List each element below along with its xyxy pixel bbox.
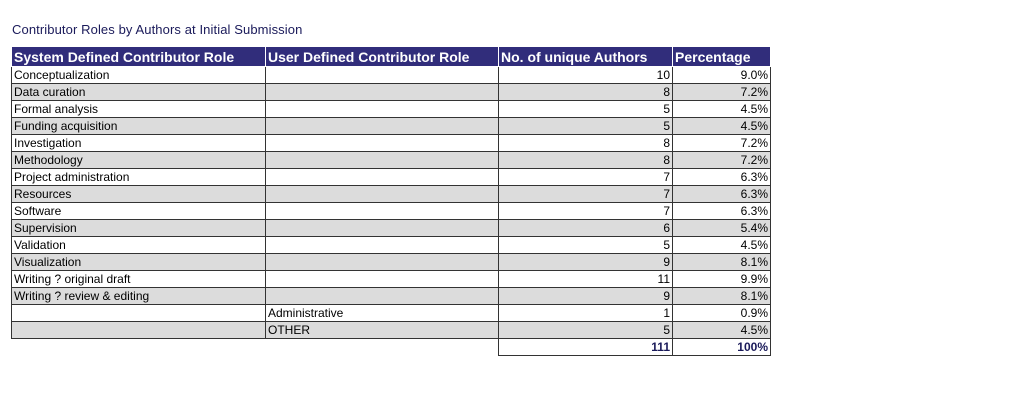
authors-cell: 7 (498, 185, 673, 203)
percentage-cell: 4.5% (672, 321, 771, 339)
authors-cell: 5 (498, 321, 673, 339)
authors-cell: 9 (498, 253, 673, 271)
table-row: Writing ? review & editing 9 8.1% (11, 287, 771, 305)
table-row: Data curation 8 7.2% (11, 83, 771, 101)
user-role-cell (265, 202, 499, 220)
system-role-cell: Software (11, 202, 266, 220)
system-role-cell: Validation (11, 236, 266, 254)
percentage-cell: 9.0% (672, 66, 771, 84)
system-role-cell: Investigation (11, 134, 266, 152)
header-unique-authors: No. of unique Authors (498, 46, 673, 67)
system-role-cell: Formal analysis (11, 100, 266, 118)
system-role-cell: Supervision (11, 219, 266, 237)
total-row: 111 100% (12, 338, 771, 356)
authors-cell: 5 (498, 117, 673, 135)
table-row: Resources 7 6.3% (11, 185, 771, 203)
table-row: Visualization 9 8.1% (11, 253, 771, 271)
authors-cell: 7 (498, 202, 673, 220)
percentage-cell: 4.5% (672, 236, 771, 254)
system-role-cell (11, 304, 266, 322)
table-row: Supervision 6 5.4% (11, 219, 771, 237)
system-role-cell: Writing ? review & editing (11, 287, 266, 305)
table-row: Conceptualization 10 9.0% (11, 66, 771, 84)
user-role-cell (265, 236, 499, 254)
table-row: Project administration 7 6.3% (11, 168, 771, 186)
system-role-cell (11, 321, 266, 339)
user-role-cell: Administrative (265, 304, 499, 322)
user-role-cell (265, 185, 499, 203)
system-role-cell: Resources (11, 185, 266, 203)
percentage-cell: 8.1% (672, 287, 771, 305)
system-role-cell: Data curation (11, 83, 266, 101)
user-role-cell (265, 66, 499, 84)
user-role-cell (265, 151, 499, 169)
authors-cell: 5 (498, 100, 673, 118)
contributor-roles-table: System Defined Contributor Role User Def… (11, 46, 771, 356)
system-role-cell: Funding acquisition (11, 117, 266, 135)
authors-cell: 11 (498, 270, 673, 288)
authors-cell: 10 (498, 66, 673, 84)
table-row: Writing ? original draft 11 9.9% (11, 270, 771, 288)
header-percentage: Percentage (672, 46, 771, 67)
percentage-cell: 9.9% (672, 270, 771, 288)
percentage-cell: 6.3% (672, 168, 771, 186)
user-role-cell (265, 134, 499, 152)
authors-cell: 7 (498, 168, 673, 186)
percentage-cell: 4.5% (672, 100, 771, 118)
total-blank-cell (12, 339, 266, 356)
system-role-cell: Conceptualization (11, 66, 266, 84)
table-row: Formal analysis 5 4.5% (11, 100, 771, 118)
user-role-cell: OTHER (265, 321, 499, 339)
table-row: Software 7 6.3% (11, 202, 771, 220)
percentage-cell: 8.1% (672, 253, 771, 271)
total-blank-cell (266, 339, 499, 356)
authors-cell: 8 (498, 151, 673, 169)
table-row: Funding acquisition 5 4.5% (11, 117, 771, 135)
authors-cell: 1 (498, 304, 673, 322)
percentage-cell: 7.2% (672, 151, 771, 169)
percentage-cell: 5.4% (672, 219, 771, 237)
header-user-role: User Defined Contributor Role (265, 46, 499, 67)
percentage-cell: 7.2% (672, 83, 771, 101)
percentage-cell: 0.9% (672, 304, 771, 322)
table-row: Validation 5 4.5% (11, 236, 771, 254)
user-role-cell (265, 219, 499, 237)
authors-cell: 8 (498, 83, 673, 101)
table-header-row: System Defined Contributor Role User Def… (11, 46, 771, 67)
percentage-cell: 6.3% (672, 202, 771, 220)
user-role-cell (265, 287, 499, 305)
system-role-cell: Project administration (11, 168, 266, 186)
table-row: Administrative 1 0.9% (11, 304, 771, 322)
percentage-cell: 4.5% (672, 117, 771, 135)
user-role-cell (265, 100, 499, 118)
authors-cell: 9 (498, 287, 673, 305)
total-authors-cell: 111 (498, 338, 673, 356)
user-role-cell (265, 270, 499, 288)
system-role-cell: Writing ? original draft (11, 270, 266, 288)
authors-cell: 5 (498, 236, 673, 254)
table-row: Methodology 8 7.2% (11, 151, 771, 169)
authors-cell: 6 (498, 219, 673, 237)
user-role-cell (265, 253, 499, 271)
authors-cell: 8 (498, 134, 673, 152)
table-row: Investigation 8 7.2% (11, 134, 771, 152)
system-role-cell: Visualization (11, 253, 266, 271)
header-system-role: System Defined Contributor Role (11, 46, 266, 67)
percentage-cell: 7.2% (672, 134, 771, 152)
user-role-cell (265, 168, 499, 186)
total-percentage-cell: 100% (672, 338, 771, 356)
table-row: OTHER 5 4.5% (11, 321, 771, 339)
system-role-cell: Methodology (11, 151, 266, 169)
user-role-cell (265, 117, 499, 135)
user-role-cell (265, 83, 499, 101)
percentage-cell: 6.3% (672, 185, 771, 203)
report-title: Contributor Roles by Authors at Initial … (12, 22, 303, 37)
